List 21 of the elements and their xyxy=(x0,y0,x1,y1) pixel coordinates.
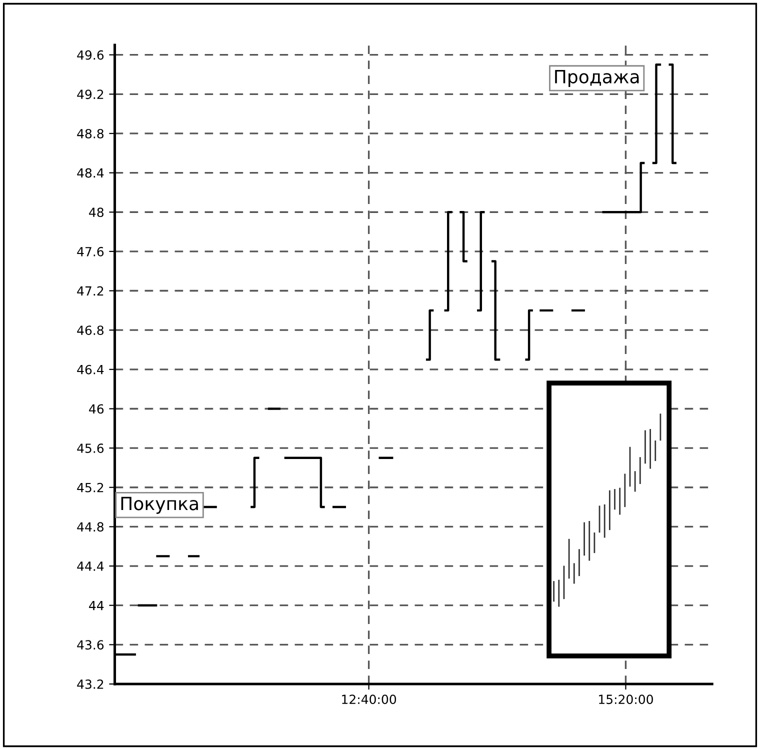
x-tick-label: 12:40:00 xyxy=(342,694,396,704)
y-tick-label: 48.8 xyxy=(77,128,104,138)
y-tick-label: 46 xyxy=(89,404,104,414)
y-tick-label: 47.2 xyxy=(77,286,104,296)
y-tick-label: 47.6 xyxy=(77,246,104,256)
y-tick-label: 49.6 xyxy=(77,50,104,60)
y-tick-label: 44 xyxy=(89,600,104,610)
y-tick-label: 48 xyxy=(89,208,104,218)
y-tick-label: 43.6 xyxy=(77,640,104,650)
y-tick-label: 44.4 xyxy=(77,562,104,571)
y-tick-label: 48.4 xyxy=(77,168,104,178)
y-tick-label: 46.8 xyxy=(77,326,104,336)
y-tick-label: 49.2 xyxy=(77,90,104,100)
y-tick-label: 46.4 xyxy=(77,364,104,374)
y-tick-label: 44.8 xyxy=(77,522,104,532)
y-tick-label: 45.2 xyxy=(77,482,104,492)
y-tick-label: 43.2 xyxy=(77,679,104,689)
y-tick-label: 45.6 xyxy=(77,444,104,453)
annotation: Покупка xyxy=(121,496,198,514)
annotation: Продажа xyxy=(555,70,639,87)
x-tick-label: 15:20:00 xyxy=(599,694,653,704)
